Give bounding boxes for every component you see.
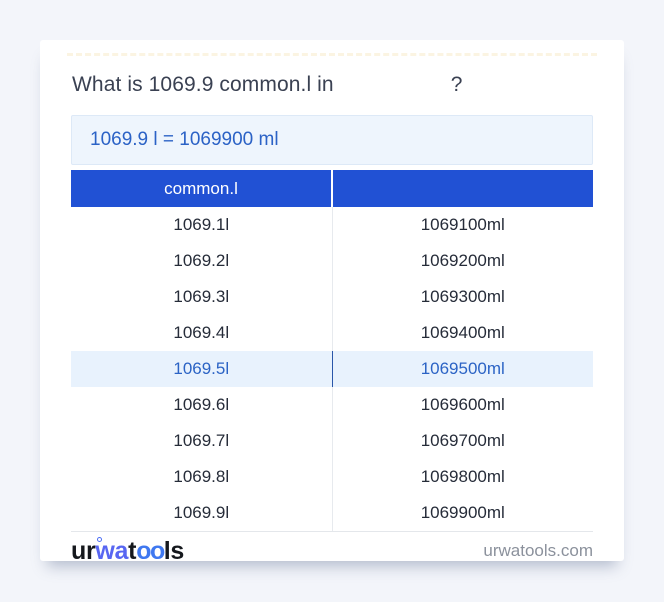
title-prefix: What is 1069.9 common.l in [72, 73, 334, 96]
table-row[interactable]: 1069.3l 1069300ml [71, 279, 593, 315]
decorative-dashed-line [67, 53, 597, 56]
table-row[interactable]: 1069.8l 1069800ml [71, 459, 593, 495]
card-footer: ur watools urwatools.com [71, 533, 593, 570]
conversion-table: common.l 1069.1l 1069100ml 1069.2l 1069200m… [71, 170, 593, 532]
cell-liters: 1069.9l [71, 495, 333, 532]
logo-ring-icon [97, 536, 102, 542]
table-header-milliliters [332, 170, 593, 207]
table-row[interactable]: 1069.5l 1069500ml [71, 351, 593, 387]
table-header-row: common.l [71, 170, 593, 207]
table-row[interactable]: 1069.1l 1069100ml [71, 207, 593, 243]
table-row[interactable]: 1069.6l 1069600ml [71, 387, 593, 423]
logo-ls: ls [163, 536, 185, 565]
cell-milliliters: 1069600ml [420, 395, 505, 414]
cell-milliliters: 1069100ml [420, 215, 505, 234]
table-body: 1069.1l 1069100ml 1069.2l 1069200ml 1069.3l 1… [71, 207, 593, 532]
logo-t: t [128, 536, 137, 565]
site-url: urwatools.com [483, 541, 593, 560]
cell-liters: 1069.5l [71, 351, 333, 387]
cell-milliliters: 1069300ml [420, 287, 505, 306]
table-row[interactable]: 1069.9l 1069900ml [71, 495, 593, 532]
table-row[interactable]: 1069.4l 1069400ml [71, 315, 593, 351]
cell-liters: 1069.7l [71, 423, 333, 459]
urwatools-logo[interactable]: ur watools [71, 536, 185, 565]
cell-liters: 1069.4l [71, 315, 333, 351]
cell-liters: 1069.1l [71, 207, 333, 243]
conversion-result-text: 1069.9 l = 1069900 ml [90, 129, 279, 150]
logo-ur: ur [71, 536, 96, 565]
cell-milliliters: 1069800ml [420, 467, 505, 486]
table-row[interactable]: 1069.7l 1069700ml [71, 423, 593, 459]
page-title: What is 1069.9 common.l in ? [72, 73, 593, 97]
table-header-liters: common.l [71, 170, 333, 207]
cell-liters: 1069.8l [71, 459, 333, 495]
cell-liters: 1069.6l [71, 387, 333, 423]
cell-liters: 1069.3l [71, 279, 333, 315]
cell-milliliters: 1069500ml [332, 351, 593, 387]
conversion-result-box: 1069.9 l = 1069900 ml [71, 115, 593, 165]
cell-milliliters: 1069200ml [420, 251, 505, 270]
logo-wa: wa [95, 536, 129, 565]
conversion-card: What is 1069.9 common.l in ? 1069.9 l = … [40, 40, 624, 563]
cell-milliliters: 1069400ml [420, 323, 505, 342]
cell-liters: 1069.2l [71, 243, 333, 279]
cell-milliliters: 1069700ml [420, 431, 505, 450]
title-question-mark: ? [450, 73, 463, 96]
logo-oo-glasses-icon: oo [136, 536, 165, 565]
table-row[interactable]: 1069.2l 1069200ml [71, 243, 593, 279]
cell-milliliters: 1069900ml [332, 495, 593, 532]
